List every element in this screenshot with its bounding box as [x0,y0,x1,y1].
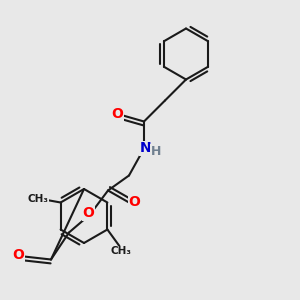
Text: O: O [13,248,25,262]
Text: N: N [140,142,151,155]
Text: O: O [82,206,94,220]
Text: O: O [112,107,124,121]
Text: CH₃: CH₃ [110,246,131,256]
Text: H: H [151,145,161,158]
Text: CH₃: CH₃ [27,194,48,205]
Text: O: O [128,196,140,209]
